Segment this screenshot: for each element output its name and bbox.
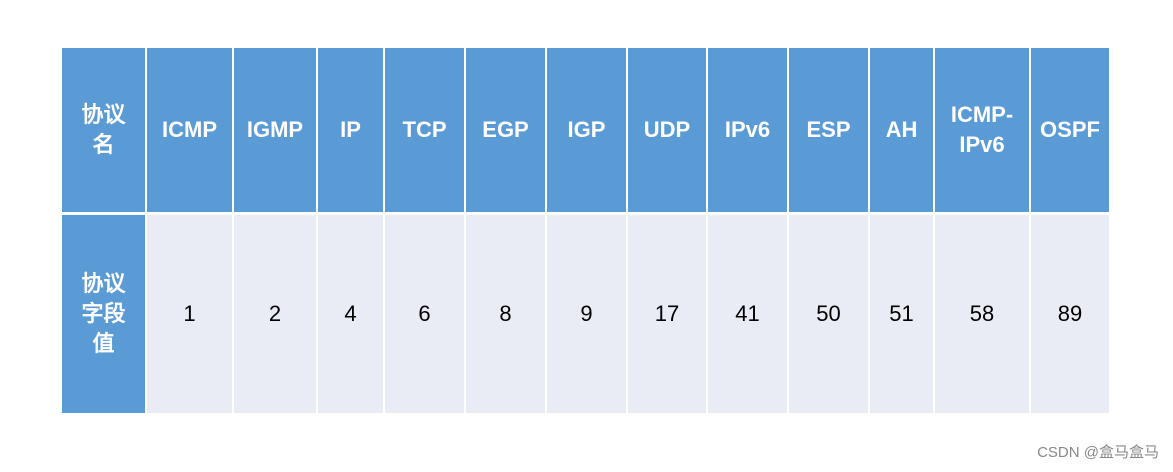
header-cell: EGP xyxy=(466,48,545,212)
cell-text: AH xyxy=(885,117,918,142)
header-cell: IPv6 xyxy=(708,48,787,212)
table-cell: 协议字段值 xyxy=(62,215,145,413)
header-cell: ICMP xyxy=(147,48,232,212)
table-cell: 4 xyxy=(318,215,383,413)
header-cell: IGP xyxy=(547,48,626,212)
header-cell: 协议名 xyxy=(62,48,145,212)
cell-text: IPv6 xyxy=(724,117,771,142)
table-cell: 8 xyxy=(466,215,545,413)
header-cell: IP xyxy=(318,48,383,212)
cell-text: 17 xyxy=(654,301,680,326)
cell-text: ICMP-IPv6 xyxy=(950,102,1014,157)
cell-text: IP xyxy=(340,117,361,142)
cell-text: OSPF xyxy=(1040,117,1100,142)
table-cell: 6 xyxy=(385,215,464,413)
cell-text: TCP xyxy=(402,117,447,142)
cell-text: 2 xyxy=(268,301,282,326)
header-cell: UDP xyxy=(628,48,706,212)
cell-text: 协议名 xyxy=(81,102,126,157)
cell-text: EGP xyxy=(482,117,529,142)
cell-text: 89 xyxy=(1057,301,1083,326)
cell-text: 协议字段值 xyxy=(81,271,126,356)
cell-text: IGMP xyxy=(246,117,304,142)
cell-text: IGP xyxy=(567,117,606,142)
table-cell: 9 xyxy=(547,215,626,413)
cell-text: 41 xyxy=(735,301,760,326)
cell-text: 4 xyxy=(344,301,357,326)
header-cell: OSPF xyxy=(1031,48,1109,212)
table-cell: 2 xyxy=(234,215,316,413)
watermark: CSDN @盒马盒马 xyxy=(1037,444,1159,461)
cell-text: 51 xyxy=(889,301,914,326)
header-cell: IGMP xyxy=(234,48,316,212)
header-cell: TCP xyxy=(385,48,464,212)
cell-text: 58 xyxy=(969,301,995,326)
table-cell: 1 xyxy=(147,215,232,413)
header-cell: AH xyxy=(870,48,933,212)
cell-text: ICMP xyxy=(162,117,217,142)
cell-text: ESP xyxy=(806,117,851,142)
table-cell: 89 xyxy=(1031,215,1109,413)
header-cell: ESP xyxy=(789,48,868,212)
cell-text: 9 xyxy=(580,301,593,326)
table-cell: 50 xyxy=(789,215,868,413)
cell-text: UDP xyxy=(643,117,691,142)
header-cell: ICMP-IPv6 xyxy=(935,48,1029,212)
table-cell: 58 xyxy=(935,215,1029,413)
cell-text: 8 xyxy=(499,301,512,326)
cell-text: 50 xyxy=(816,301,841,326)
table-cell: 51 xyxy=(870,215,933,413)
table-cell: 41 xyxy=(708,215,787,413)
cell-text: 1 xyxy=(183,301,196,326)
table-cell: 17 xyxy=(628,215,706,413)
cell-text: 6 xyxy=(418,301,431,326)
